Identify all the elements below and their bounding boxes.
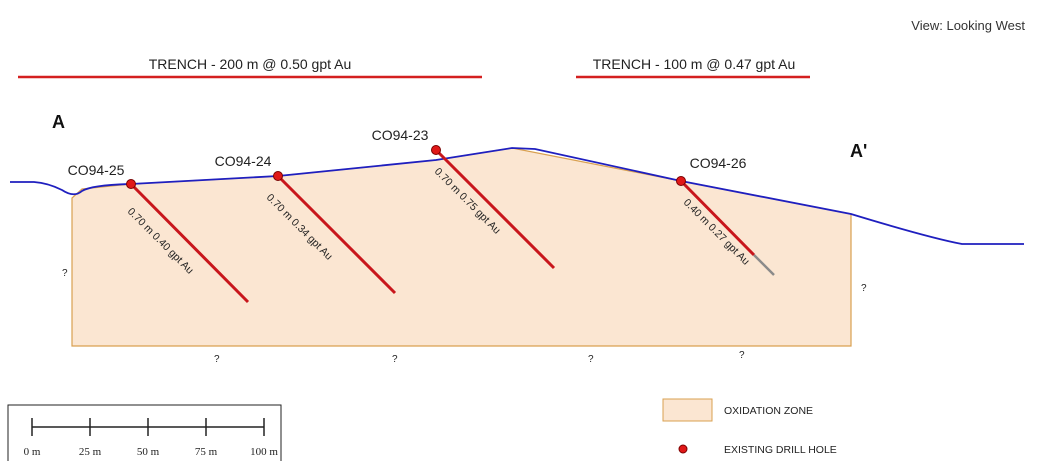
scale-tick-label: 0 m (24, 446, 41, 458)
drill-trace-extension (753, 254, 775, 276)
drill-hole-id: CO94-24 (215, 153, 272, 169)
drill-trace (434, 148, 556, 270)
trench-1: TRENCH - 200 m @ 0.50 gpt Au (18, 56, 482, 79)
drill-collar (431, 145, 441, 155)
scale-bar: 0 m 25 m 50 m 75 m 100 m (7, 404, 282, 461)
view-label: View: Looking West (911, 18, 1025, 33)
drill-trace (276, 174, 397, 295)
scale-bar-frame (7, 404, 282, 461)
unknown-marker: ? (214, 354, 220, 365)
legend: OXIDATION ZONE EXISTING DRILL HOLE (662, 398, 837, 456)
trench-2-label: TRENCH - 100 m @ 0.47 gpt Au (593, 56, 796, 72)
drill-hole-id: CO94-26 (690, 155, 747, 171)
trench-2: TRENCH - 100 m @ 0.47 gpt Au (576, 56, 810, 79)
unknown-marker: ? (62, 268, 68, 279)
scale-tick-label: 100 m (250, 446, 278, 458)
scale-tick-label: 25 m (79, 446, 102, 458)
drill-hole-id: CO94-23 (372, 127, 429, 143)
scale-tick-label: 75 m (195, 446, 218, 458)
unknown-marker: ? (861, 283, 867, 294)
legend-drill-hole-label: EXISTING DRILL HOLE (724, 444, 837, 456)
drill-trace (679, 179, 756, 257)
legend-drill-hole-marker (678, 444, 688, 454)
drill-collar (126, 179, 136, 189)
section-end-a-prime: A' (850, 141, 867, 161)
drill-hole-id: CO94-25 (68, 162, 125, 178)
section-end-a: A (52, 112, 65, 132)
unknown-marker: ? (392, 354, 398, 365)
unknown-marker: ? (588, 354, 594, 365)
unknown-marker: ? (739, 350, 745, 361)
topography-line (10, 147, 1024, 245)
drill-collar (273, 171, 283, 181)
drill-trace (129, 182, 250, 304)
scale-tick-label: 50 m (137, 446, 160, 458)
legend-oxidation-swatch (662, 398, 713, 422)
legend-oxidation-label: OXIDATION ZONE (724, 405, 813, 417)
drill-collar (676, 176, 686, 186)
unknown-markers: ? ? ? ? ? ? (62, 268, 867, 365)
trench-1-label: TRENCH - 200 m @ 0.50 gpt Au (149, 56, 352, 72)
